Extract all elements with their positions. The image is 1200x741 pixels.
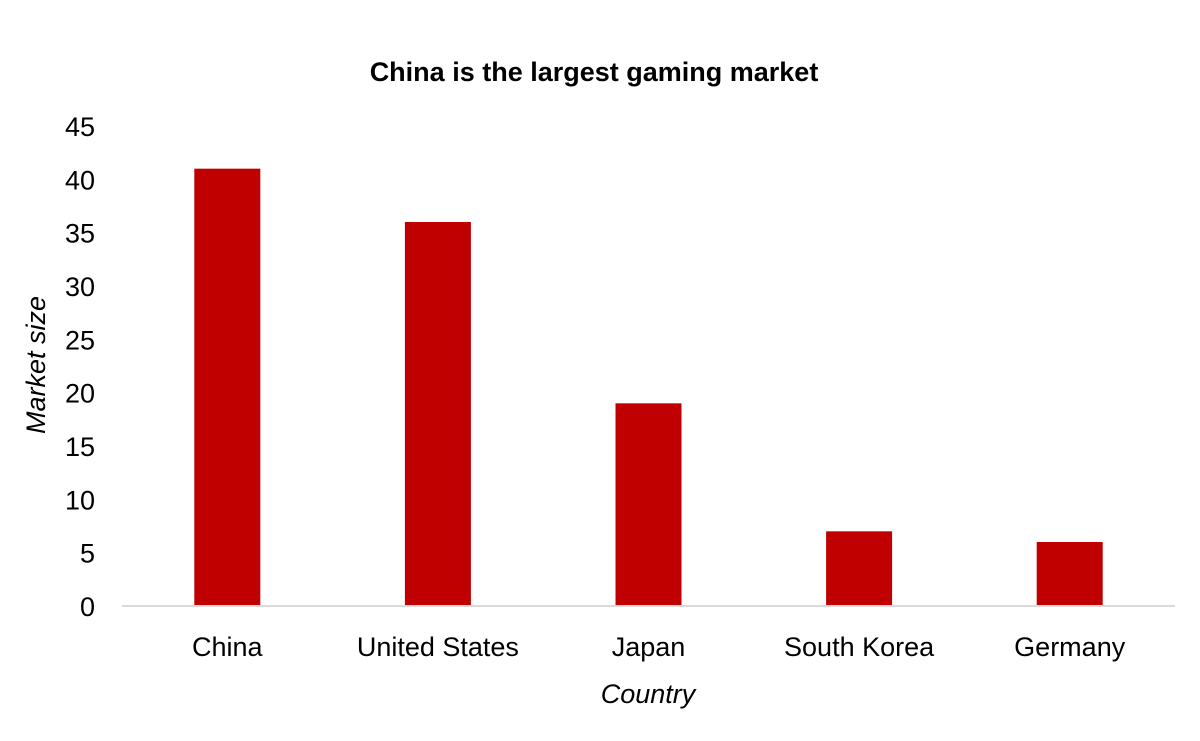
x-tick-label: Germany [1014, 632, 1126, 662]
chart-title: China is the largest gaming market [370, 57, 819, 87]
y-tick-label: 35 [65, 219, 95, 249]
bars [194, 168, 1103, 606]
bar-china [194, 168, 261, 606]
y-tick-label: 25 [65, 325, 95, 355]
y-tick-label: 0 [80, 592, 95, 622]
x-tick-label: United States [357, 632, 519, 662]
bar-japan [615, 403, 682, 606]
bar-united-states [404, 222, 471, 606]
bar-south-korea [826, 531, 893, 606]
y-axis-tick-labels: 0 5 10 15 20 25 30 35 40 45 [65, 112, 95, 622]
x-axis-title: Country [601, 679, 697, 709]
y-tick-label: 10 [65, 485, 95, 515]
y-axis-title: Market size [21, 296, 51, 434]
x-tick-label: China [192, 632, 264, 662]
x-axis-tick-labels: China United States Japan South Korea German… [192, 632, 1126, 662]
y-tick-label: 5 [80, 539, 95, 569]
y-tick-label: 40 [65, 165, 95, 195]
x-tick-label: South Korea [784, 632, 935, 662]
y-tick-label: 20 [65, 379, 95, 409]
y-tick-label: 15 [65, 432, 95, 462]
x-tick-label: Japan [612, 632, 686, 662]
bar-germany [1036, 542, 1103, 606]
y-tick-label: 30 [65, 272, 95, 302]
y-tick-label: 45 [65, 112, 95, 142]
